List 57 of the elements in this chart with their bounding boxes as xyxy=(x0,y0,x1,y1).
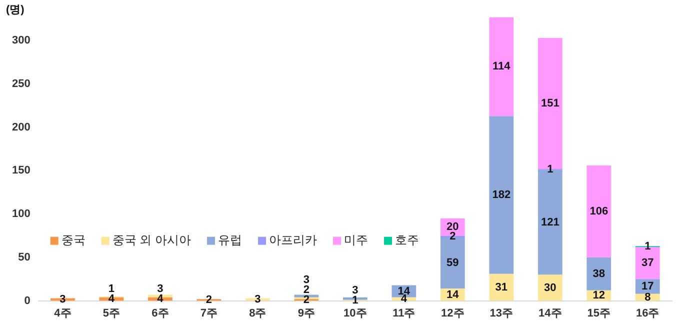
x-tick-label: 9주 xyxy=(298,307,315,320)
data-label: 37 xyxy=(642,257,654,270)
x-tick-label: 15주 xyxy=(587,307,611,320)
data-label: 2 xyxy=(303,294,310,306)
x-tick-label: 12주 xyxy=(441,307,464,320)
x-tick-label: 4주 xyxy=(54,307,72,320)
data-label: 30 xyxy=(544,282,556,294)
x-tick-label: 13주 xyxy=(490,307,514,320)
bar xyxy=(489,274,514,301)
data-label: 114 xyxy=(492,60,512,73)
y-tick-label: 200 xyxy=(12,121,30,134)
y-tick-label: 50 xyxy=(18,251,30,264)
data-label: 14 xyxy=(446,288,460,301)
x-tick-label: 11주 xyxy=(392,307,416,320)
data-label: 121 xyxy=(540,216,560,228)
bar xyxy=(586,257,612,290)
x-tick-label: 14주 xyxy=(538,307,562,320)
data-label: 2 xyxy=(303,284,310,296)
bar xyxy=(489,116,514,274)
bar xyxy=(489,17,514,116)
data-label: 182 xyxy=(492,189,511,202)
data-label: 3 xyxy=(352,284,358,296)
data-label: 106 xyxy=(590,206,608,218)
y-tick-label: 0 xyxy=(24,294,30,307)
x-tick-label: 8주 xyxy=(249,307,266,320)
data-label: 3 xyxy=(157,283,164,296)
data-label: 3 xyxy=(303,274,310,286)
data-label: 59 xyxy=(446,257,459,270)
data-label: 3 xyxy=(60,294,66,306)
x-tick-label: 16주 xyxy=(636,307,660,320)
y-tick-label: 300 xyxy=(12,34,30,47)
legend-label: 중국 xyxy=(61,233,86,248)
legend-label: 미주 xyxy=(344,233,368,248)
y-tick-label: 250 xyxy=(12,78,30,90)
data-label: 8 xyxy=(644,291,651,304)
data-label: 38 xyxy=(592,268,606,280)
data-label: 12 xyxy=(592,290,606,302)
data-label: 2 xyxy=(450,230,456,243)
y-tick-label: 150 xyxy=(12,164,30,177)
data-label: 1 xyxy=(352,294,358,306)
y-tick-label: 100 xyxy=(12,208,30,220)
x-tick-label: 10주 xyxy=(344,307,367,320)
x-tick-label: 7주 xyxy=(200,307,218,320)
y-axis-title: (명) xyxy=(6,4,25,16)
data-label: 31 xyxy=(495,281,508,294)
legend-label: 유럽 xyxy=(218,233,242,248)
x-tick-label: 6주 xyxy=(152,307,169,320)
legend-label: 아프리카 xyxy=(269,233,318,248)
legend-label: 중국 외 아시아 xyxy=(112,233,192,248)
data-label: 1 xyxy=(547,163,554,176)
data-label: 17 xyxy=(642,280,654,293)
bar xyxy=(586,166,612,258)
data-label: 3 xyxy=(254,294,261,306)
x-tick-label: 5주 xyxy=(102,307,120,320)
legend-label: 호주 xyxy=(395,233,420,248)
data-label: 151 xyxy=(540,98,560,110)
data-label: 1 xyxy=(108,283,115,296)
